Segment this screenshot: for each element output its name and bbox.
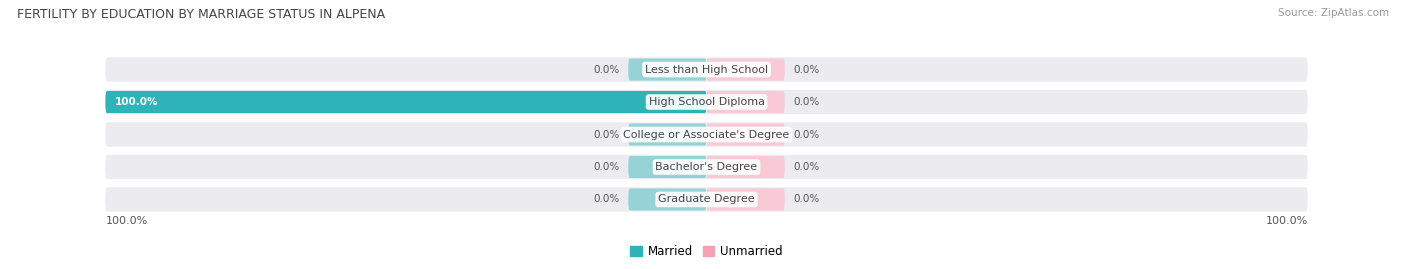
Text: College or Associate's Degree: College or Associate's Degree — [623, 129, 790, 140]
FancyBboxPatch shape — [105, 57, 1308, 82]
Text: 0.0%: 0.0% — [793, 162, 820, 172]
FancyBboxPatch shape — [706, 91, 785, 113]
Text: 100.0%: 100.0% — [1265, 215, 1308, 226]
FancyBboxPatch shape — [105, 155, 1308, 179]
Legend: Married, Unmarried: Married, Unmarried — [626, 240, 787, 263]
Text: 0.0%: 0.0% — [793, 97, 820, 107]
FancyBboxPatch shape — [105, 122, 1308, 147]
Text: Bachelor's Degree: Bachelor's Degree — [655, 162, 758, 172]
Text: 0.0%: 0.0% — [593, 129, 620, 140]
FancyBboxPatch shape — [706, 156, 785, 178]
FancyBboxPatch shape — [706, 123, 785, 146]
Text: FERTILITY BY EDUCATION BY MARRIAGE STATUS IN ALPENA: FERTILITY BY EDUCATION BY MARRIAGE STATU… — [17, 8, 385, 21]
FancyBboxPatch shape — [706, 58, 785, 81]
FancyBboxPatch shape — [628, 58, 707, 81]
Text: 0.0%: 0.0% — [593, 65, 620, 75]
FancyBboxPatch shape — [105, 90, 1308, 114]
FancyBboxPatch shape — [706, 188, 785, 211]
FancyBboxPatch shape — [628, 123, 707, 146]
Text: Source: ZipAtlas.com: Source: ZipAtlas.com — [1278, 8, 1389, 18]
Text: 100.0%: 100.0% — [114, 97, 157, 107]
FancyBboxPatch shape — [628, 156, 707, 178]
Text: 100.0%: 100.0% — [105, 215, 148, 226]
Text: High School Diploma: High School Diploma — [648, 97, 765, 107]
Text: 0.0%: 0.0% — [793, 194, 820, 204]
Text: 0.0%: 0.0% — [593, 194, 620, 204]
FancyBboxPatch shape — [628, 188, 707, 211]
FancyBboxPatch shape — [105, 187, 1308, 212]
Text: 0.0%: 0.0% — [793, 129, 820, 140]
FancyBboxPatch shape — [105, 91, 707, 113]
Text: Less than High School: Less than High School — [645, 65, 768, 75]
Text: 0.0%: 0.0% — [593, 162, 620, 172]
Text: 0.0%: 0.0% — [793, 65, 820, 75]
Text: Graduate Degree: Graduate Degree — [658, 194, 755, 204]
